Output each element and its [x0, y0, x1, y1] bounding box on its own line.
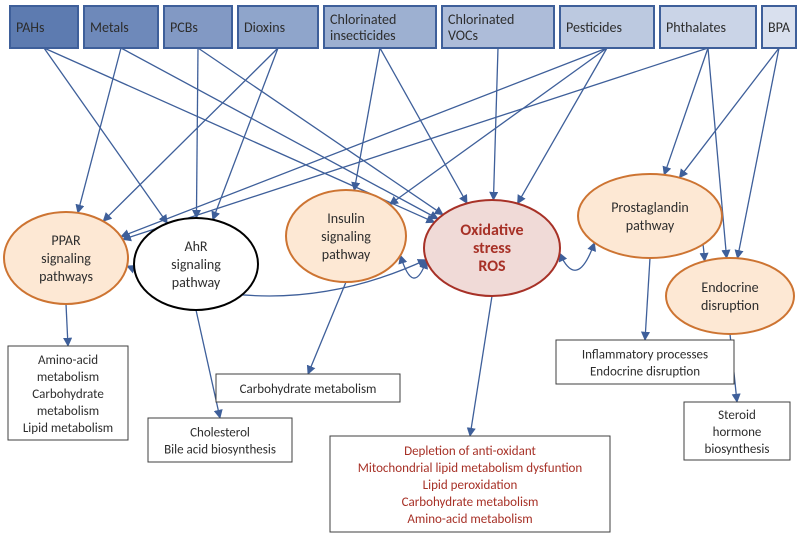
outcome-text: biosynthesis — [705, 442, 770, 457]
chemical-label: BPA — [768, 19, 791, 36]
arrow — [493, 48, 498, 200]
arrow — [518, 48, 607, 204]
arrow — [645, 258, 650, 340]
pathway-label: Endocrine — [701, 279, 758, 296]
outcome-prosta_out: Inflammatory processes Endocrine disrupti… — [556, 340, 734, 384]
chemical-label: PAHs — [16, 19, 45, 36]
pathway-label: Insulin — [327, 210, 365, 227]
pathway-label: ROS — [478, 257, 506, 276]
pathway-label: Oxidative — [460, 221, 523, 240]
outcome-text: Amino-acid metabolism — [407, 512, 532, 527]
outcome-text: Lipid peroxidation — [423, 478, 518, 493]
chemical-label: Phthalates — [666, 19, 726, 36]
arrow — [664, 48, 708, 175]
chemical-label: Pesticides — [566, 19, 622, 36]
pathway-label: signaling — [321, 228, 371, 245]
pathway-label: signaling — [171, 256, 221, 273]
outcome-text: Depletion of anti-oxidant — [404, 444, 536, 459]
outcome-text: Lipid metabolism — [23, 421, 113, 436]
chemical-label: PCBs — [170, 19, 198, 36]
outcome-endo_out: Steroid hormone biosynthesis — [684, 402, 790, 460]
chemical-box-pahs: PAHs — [10, 6, 78, 48]
chemical-box-bpa: BPA — [762, 6, 796, 48]
outcome-text: Steroid — [718, 408, 756, 423]
outcome-oxid_out: Depletion of anti-oxidant Mitochondrial l… — [330, 436, 610, 532]
outcome-text: Amino-acid — [38, 353, 98, 368]
pathway-label: disruption — [701, 297, 759, 314]
outcome-text: Carbohydrate metabolism — [240, 382, 377, 397]
chemical-label: Metals — [90, 19, 129, 36]
outcome-text: Carbohydrate metabolism — [402, 495, 539, 510]
arrow — [44, 48, 167, 223]
chemical-box-cl_ins: Chlorinatedinsecticides — [324, 6, 436, 48]
arrow — [470, 296, 492, 436]
pathway-oxid: OxidativestressROS — [424, 200, 560, 296]
outcome-text: metabolism — [37, 404, 99, 419]
chemical-label: Chlorinated — [448, 11, 514, 28]
outcome-text: Bile acid biosynthesis — [164, 443, 276, 458]
outcome-ahr_out: Cholesterol Bile acid biosynthesis — [148, 418, 292, 462]
chemical-box-metals: Metals — [84, 6, 158, 48]
diagram: PAHsMetalsPCBsDioxinsChlorinatedinsectic… — [0, 0, 800, 544]
pathway-ppar: PPARsignalingpathways — [4, 212, 128, 304]
pathway-label: signaling — [41, 250, 91, 267]
arrow — [390, 48, 607, 205]
chemical-box-dioxins: Dioxins — [238, 6, 318, 48]
outcome-text: Inflammatory processes — [582, 348, 708, 363]
outcome-insulin_out: Carbohydrate metabolism — [216, 374, 400, 402]
chemical-box-phthalates: Phthalates — [660, 6, 756, 48]
arrow — [198, 48, 443, 215]
arrow-bidir — [400, 255, 426, 278]
outcome-text: Mitochondrial lipid metabolism dysfuntio… — [358, 461, 583, 476]
pathway-prosta: Prostaglandinpathway — [578, 174, 722, 258]
arrow — [121, 48, 438, 219]
pathway-label: pathway — [172, 274, 221, 291]
outcome-text: Endocrine disruption — [590, 365, 700, 380]
pathway-label: PPAR — [51, 232, 81, 249]
outcome-text: Cholesterol — [190, 426, 250, 441]
chemical-label: VOCs — [448, 27, 478, 44]
outcome-ppar_out: Amino-acid metabolism Carbohydrate metaboli… — [8, 346, 128, 440]
arrow — [308, 282, 346, 374]
pathway-label: AhR — [184, 238, 207, 255]
pathway-label: pathway — [322, 246, 371, 263]
arrow-bidir — [560, 243, 595, 271]
chemical-label: Dioxins — [244, 19, 285, 36]
arrow — [103, 48, 278, 221]
pathway-ahr: AhRsignalingpathway — [134, 218, 258, 310]
chemical-box-pcbs: PCBs — [164, 6, 232, 48]
pathway-label: Prostaglandin — [611, 199, 689, 216]
chemical-label: Chlorinated — [330, 11, 396, 28]
pathway-label: pathway — [626, 217, 675, 234]
arrow — [679, 48, 779, 178]
outcome-text: hormone — [713, 425, 762, 440]
arrow — [196, 48, 198, 218]
arrow — [66, 304, 68, 346]
arrow — [737, 48, 779, 258]
pathway-endo: Endocrinedisruption — [666, 258, 794, 334]
pathway-insulin: Insulinsignalingpathway — [286, 190, 406, 282]
pathway-label: pathways — [39, 268, 93, 285]
chemical-box-cl_vocs: ChlorinatedVOCs — [442, 6, 554, 48]
pathway-label: stress — [473, 239, 511, 258]
chemical-box-pesticides: Pesticides — [560, 6, 654, 48]
chemical-label: insecticides — [330, 27, 396, 44]
arrow — [213, 48, 278, 220]
outcome-text: metabolism — [37, 370, 99, 385]
outcome-text: Carbohydrate — [32, 387, 104, 402]
